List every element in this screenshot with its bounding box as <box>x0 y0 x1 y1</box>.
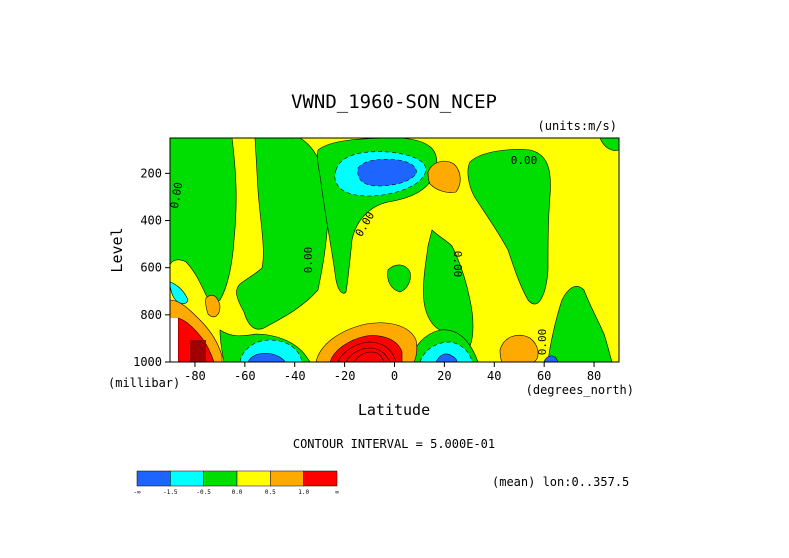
northern-green-column <box>467 149 551 305</box>
contour-interval-label: CONTOUR INTERVAL = 5.000E-01 <box>293 437 495 451</box>
y-tick-label: 600 <box>140 261 162 275</box>
lower-20N-blue-cell <box>435 353 458 363</box>
upper-tropical-blue-jet-cell <box>357 158 417 187</box>
northern-polar-green-column <box>547 286 613 363</box>
contour-label-1: 0.00 <box>168 181 185 209</box>
contour-label-4: 0.00 <box>451 251 464 278</box>
lower-equatorial-red-cell <box>329 335 403 363</box>
colorbar-tick-label: 0.5 <box>265 489 276 496</box>
contour-label-5: 0.00 <box>511 154 538 167</box>
lower-60S-blue-cell <box>247 352 286 363</box>
antarctic-missing-data <box>170 318 178 362</box>
antarctic-dark-red-core <box>190 340 206 362</box>
lower-20N-cyan-cell <box>419 341 473 363</box>
upper-20N-orange-cell <box>427 160 461 193</box>
small-green-blob <box>387 264 411 293</box>
contour-label-6: 0.00 <box>536 329 549 356</box>
x-tick-label: 80 <box>587 369 601 383</box>
plot-area: 0.00 0.00 0.00 0.00 0.00 0.00 <box>168 137 620 363</box>
colorbar-tick-label: -1.5 <box>163 489 178 496</box>
antarctic-orange-strip <box>205 294 221 318</box>
x-tick-label: -80 <box>184 369 206 383</box>
colorbar-swatch <box>270 470 304 487</box>
colorbar-swatch <box>136 470 171 487</box>
lower-55N-orange-cell <box>499 335 539 363</box>
x-tick-label: 0 <box>391 369 398 383</box>
colorbar-swatch <box>170 470 204 487</box>
y-tick-label: 200 <box>140 166 162 180</box>
colorbar-swatch <box>303 470 338 487</box>
lower-60N-blue-cell <box>543 355 559 363</box>
x-tick-label: 20 <box>437 369 451 383</box>
colorbar-tick-label: ∞ <box>335 489 339 496</box>
x-unit-label: (degrees_north) <box>526 383 634 397</box>
contour-label-2: 0.00 <box>302 247 315 274</box>
y-tick-label: 800 <box>140 308 162 322</box>
red-cell-contours <box>337 341 397 363</box>
chart-title: VWND_1960-SON_NCEP <box>291 91 497 113</box>
colorbar-tick-label: 1.0 <box>298 489 309 496</box>
colorbar: -∞ -1.5 -0.5 0.0 0.5 1.0 ∞ <box>133 470 339 496</box>
x-tick-label: -20 <box>334 369 356 383</box>
y-axis: 200 400 600 800 1000 <box>133 166 170 369</box>
antarctic-cyan-cell <box>169 281 189 304</box>
colorbar-tick-label: 0.0 <box>232 489 243 496</box>
x-axis-label: Latitude <box>358 401 430 419</box>
y-axis-label: Level <box>108 227 126 272</box>
y-tick-label: 1000 <box>133 355 162 369</box>
x-tick-label: -60 <box>234 369 256 383</box>
x-tick-label: -40 <box>284 369 306 383</box>
y-tick-label: 400 <box>140 214 162 228</box>
x-tick-label: 60 <box>537 369 551 383</box>
colorbar-tick-label: -∞ <box>133 489 141 496</box>
y-unit-label: (millibar) <box>108 376 180 390</box>
x-axis: -80 -60 -40 -20 0 20 40 60 80 <box>184 362 601 383</box>
colorbar-swatch <box>236 470 271 487</box>
mean-note: (mean) lon:0..357.5 <box>492 475 629 489</box>
colorbar-tick-label: -0.5 <box>196 489 211 496</box>
units-label: (units:m/s) <box>538 119 617 133</box>
colorbar-swatch <box>203 470 238 487</box>
x-tick-label: 40 <box>487 369 501 383</box>
